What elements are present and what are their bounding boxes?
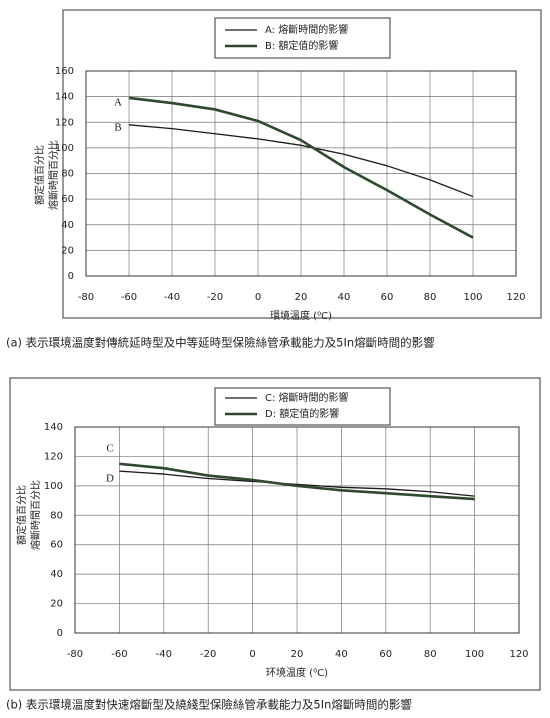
y-axis-label: 額定值百分比 (15, 485, 28, 545)
x-tick-label: 40 (338, 292, 351, 303)
y-tick-label: 100 (55, 143, 74, 154)
y-tick-label: 40 (61, 220, 74, 231)
x-tick-label: 80 (424, 649, 437, 660)
x-tick-label: 60 (379, 649, 392, 660)
x-tick-label: 60 (381, 292, 394, 303)
plot-border (74, 426, 520, 634)
x-tick-label: 80 (424, 292, 437, 303)
x-tick-label: 0 (249, 649, 255, 660)
legend-label: B: 額定值的影響 (265, 39, 338, 52)
x-tick-label: 40 (335, 649, 348, 660)
x-tick-label: -20 (207, 292, 223, 303)
y-tick-label: 60 (50, 540, 63, 551)
y-tick-label: 40 (50, 569, 63, 580)
x-tick-label: 120 (506, 292, 525, 303)
y-tick-label: 20 (61, 245, 74, 256)
y-tick-label: 160 (55, 66, 74, 77)
y-tick-label: 20 (50, 599, 63, 610)
x-tick-label: -60 (121, 292, 137, 303)
caption: (a) 表示環境溫度對傳統延時型及中等延時型保險絲管承載能力及5In熔斷時間的影… (6, 336, 435, 350)
x-tick-label: -40 (156, 649, 172, 660)
x-tick-label: 120 (509, 649, 528, 660)
y-tick-label: 0 (57, 628, 63, 639)
legend-label: A: 熔斷時間的影響 (265, 23, 348, 36)
y-tick-label: 80 (50, 510, 63, 521)
line-series (119, 462, 475, 501)
legend-box (214, 17, 391, 59)
chart-frame (9, 377, 541, 691)
curve-label: C (106, 443, 113, 455)
y-tick-label: 140 (55, 92, 74, 103)
x-tick-label: 100 (465, 649, 484, 660)
y-tick-label: 0 (68, 271, 74, 282)
x-tick-label: 0 (255, 292, 261, 303)
y-tick-label: 100 (44, 481, 63, 492)
x-tick-label: -80 (67, 649, 83, 660)
line-series (128, 96, 474, 239)
curve-label: A (114, 97, 122, 109)
y-tick-label: 80 (61, 169, 74, 180)
y-axis-label: 熔斷時間百分比 (47, 140, 60, 210)
x-tick-label: 20 (295, 292, 308, 303)
legend-label: D: 額定值的影響 (265, 407, 339, 420)
line-series (128, 124, 474, 198)
curve-label: D (106, 473, 114, 485)
line-series (119, 470, 475, 497)
plot-border (85, 70, 517, 277)
y-tick-label: 140 (44, 422, 63, 433)
x-tick-label: -20 (200, 649, 216, 660)
y-tick-label: 60 (61, 194, 74, 205)
y-tick-label: 120 (44, 451, 63, 462)
curve-label: B (114, 122, 121, 134)
caption: (b) 表示環境溫度對快速熔斷型及繞綫型保險絲管承載能力及5In熔斷時間的影響 (6, 698, 412, 712)
x-tick-label: -60 (111, 649, 127, 660)
y-tick-label: 120 (55, 117, 74, 128)
legend-box (214, 387, 391, 426)
y-axis-label: 額定值百分比 (33, 145, 46, 205)
x-tick-label: 100 (463, 292, 482, 303)
x-tick-label: -80 (78, 292, 94, 303)
x-axis-label: 環境溫度 (⁰C) (270, 309, 332, 322)
x-axis-label: 环境温度 (⁰C) (266, 666, 328, 679)
legend-label: C: 熔斷時間的影響 (265, 391, 349, 404)
x-tick-label: -40 (164, 292, 180, 303)
chart-frame (62, 9, 542, 319)
y-axis-label: 熔斷時間百分比 (29, 480, 42, 550)
x-tick-label: 20 (291, 649, 304, 660)
